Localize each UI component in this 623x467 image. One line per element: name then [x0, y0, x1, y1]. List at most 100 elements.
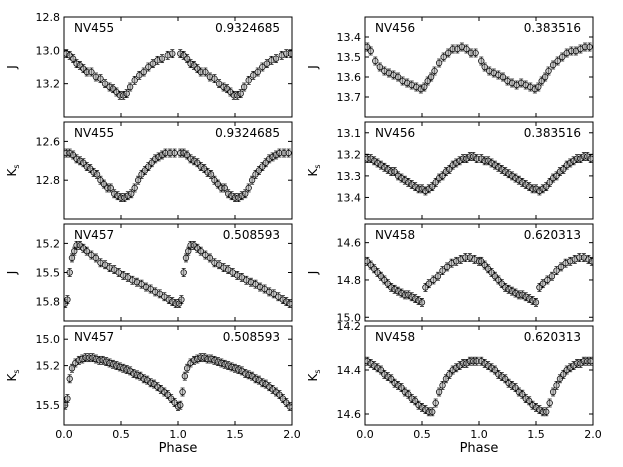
data-point [430, 275, 437, 285]
y-tick-label: 15.5 [36, 267, 61, 280]
data-point [123, 89, 130, 99]
star-name-label: NV457 [74, 228, 114, 242]
data-point [92, 253, 100, 263]
data-point [183, 363, 191, 373]
y-tick-label: 13.0 [36, 44, 61, 57]
data-point [543, 182, 550, 192]
data-point [178, 295, 185, 305]
data-point [512, 383, 519, 392]
data-point [133, 277, 141, 287]
data-point [286, 299, 292, 308]
y-tick-label: 13.2 [36, 78, 61, 91]
data-point [179, 387, 186, 397]
star-name-label: NV458 [375, 228, 415, 242]
panel-nv458-j: 14.6 14.8 15.0 J NV458 0.620313 [306, 223, 594, 324]
y-axis-label: Ks [5, 164, 21, 176]
data-points [365, 253, 593, 307]
data-point [166, 148, 174, 158]
data-points [64, 353, 292, 411]
data-point [145, 62, 152, 72]
x-tick-label: 1.5 [527, 428, 545, 441]
data-point [466, 253, 474, 262]
data-point [588, 256, 593, 266]
data-point [177, 400, 184, 410]
data-point [502, 374, 509, 384]
y-tick-label: 12.8 [36, 11, 61, 24]
period-label: 0.9324685 [215, 126, 280, 140]
data-point [88, 250, 95, 260]
data-point [587, 154, 593, 163]
data-point [180, 268, 187, 277]
data-point [136, 70, 143, 80]
data-point [544, 275, 551, 285]
data-point [432, 398, 439, 408]
data-point [518, 78, 525, 88]
data-point [587, 356, 593, 366]
data-point [553, 266, 560, 275]
data-point [545, 66, 552, 76]
data-point [381, 66, 388, 76]
star-name-label: NV457 [74, 330, 114, 344]
period-label: 0.383516 [524, 126, 581, 140]
data-point [206, 253, 214, 263]
y-axis-label: J [306, 271, 320, 276]
x-tick-label: 1.0 [169, 428, 187, 441]
data-point [242, 189, 249, 199]
data-points [365, 356, 593, 417]
data-point [283, 49, 290, 59]
y-tick-label: 14.6 [337, 237, 362, 250]
data-point [64, 400, 69, 410]
data-point [471, 255, 478, 264]
y-tick-label: 15.2 [36, 237, 61, 250]
data-point [280, 148, 288, 158]
data-point [215, 79, 223, 89]
data-point [385, 68, 393, 78]
data-point [572, 46, 580, 56]
y-tick-label: 13.7 [337, 91, 362, 104]
data-point [367, 46, 374, 56]
star-name-label: NV456 [375, 21, 415, 35]
data-point [546, 398, 553, 408]
data-point [101, 79, 109, 89]
data-point [495, 70, 502, 80]
data-point [563, 365, 570, 375]
y-tick-label: 13.2 [337, 148, 362, 161]
data-point [147, 284, 154, 294]
data-point [220, 263, 227, 272]
y-tick-label: 13.4 [337, 191, 362, 204]
x-tick-label: 0.0 [55, 428, 73, 441]
data-point [71, 246, 78, 256]
y-tick-label: 14.4 [337, 364, 362, 377]
data-point [97, 74, 104, 84]
y-tick-label: 13.4 [337, 31, 362, 44]
data-point [68, 253, 76, 263]
y-tick-label: 13.3 [337, 170, 362, 183]
data-point [443, 262, 451, 272]
data-point [107, 183, 114, 193]
data-point [214, 357, 222, 366]
data-point [422, 405, 429, 414]
y-tick-label: 13.5 [337, 51, 362, 64]
data-points [365, 42, 593, 94]
data-point [549, 60, 557, 70]
data-point [563, 48, 570, 58]
data-point [266, 287, 273, 297]
data-point [429, 407, 436, 417]
data-point [504, 76, 511, 86]
data-point [434, 271, 442, 281]
data-point [141, 166, 149, 175]
data-point [412, 396, 419, 406]
period-label: 0.620313 [524, 228, 581, 242]
data-point [456, 156, 463, 166]
data-point [161, 292, 168, 302]
data-point [162, 148, 169, 158]
data-point [237, 89, 244, 99]
data-point [126, 82, 134, 92]
data-point [272, 54, 280, 64]
period-label: 0.508593 [223, 228, 280, 242]
star-name-label: NV455 [74, 21, 114, 35]
data-point [68, 363, 76, 373]
data-point [69, 54, 77, 64]
data-point [149, 59, 157, 69]
